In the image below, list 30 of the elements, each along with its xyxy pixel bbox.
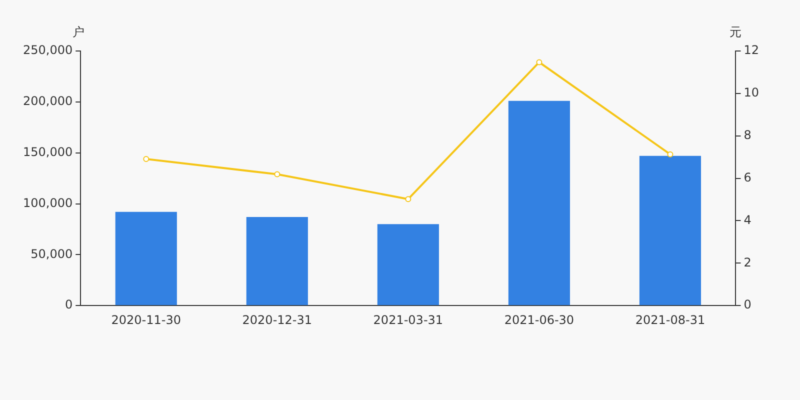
y2-tick-label: 4 <box>744 212 752 227</box>
bar <box>115 212 177 306</box>
x-tick-label: 2021-03-31 <box>373 312 444 327</box>
x-tick-label: 2020-11-30 <box>111 312 182 327</box>
bar <box>508 100 570 306</box>
y2-tick-label: 0 <box>744 298 752 312</box>
x-tick-label: 2021-08-31 <box>635 312 706 327</box>
y2-tick-label: 2 <box>744 255 752 270</box>
y-tick-label: 100,000 <box>23 196 73 210</box>
y-tick-label: 200,000 <box>23 94 73 108</box>
x-tick-label: 2021-06-30 <box>504 312 574 327</box>
x-tick-label: 2020-12-31 <box>242 312 312 327</box>
point <box>667 151 674 158</box>
y-tick-label: 0 <box>64 298 73 312</box>
y2-tick-label: 10 <box>744 86 760 100</box>
y-tick-label: 150,000 <box>23 144 73 159</box>
y2-tick-label: 12 <box>744 43 760 58</box>
bar <box>377 224 439 306</box>
bar <box>639 156 702 306</box>
y-tick-label: 250,000 <box>23 43 73 58</box>
y2-tick-label: 6 <box>744 170 752 184</box>
point <box>405 196 412 202</box>
point <box>274 171 280 178</box>
y2-tick-label: 8 <box>744 128 752 142</box>
point <box>536 59 542 66</box>
y-tick-label: 50,000 <box>30 246 73 261</box>
y-axis-title: 户 <box>72 25 85 40</box>
point <box>143 156 150 162</box>
y2-axis-title: 元 <box>730 25 742 40</box>
bar <box>246 217 308 306</box>
